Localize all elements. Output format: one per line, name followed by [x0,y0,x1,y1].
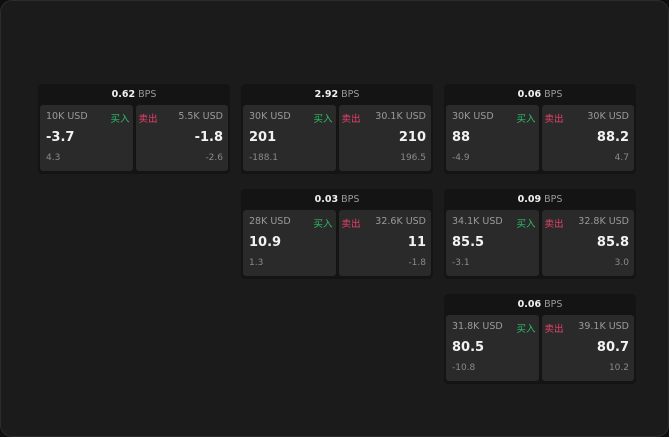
sell-price: 80.7 [596,340,629,355]
spread-header: 0.03 BPS [241,189,433,210]
sell-price: 11 [407,235,426,250]
sell-change: -2.6 [205,153,223,163]
sell-label: 卖出 [341,114,361,125]
buy-panel[interactable]: 10K USD 买入 -3.7 4.3 [40,105,133,171]
spread-header: 0.62 BPS [38,84,230,105]
buy-label: 买入 [516,324,536,335]
buy-change: -10.8 [452,363,476,373]
quote-card[interactable]: 0.03 BPS 28K USD 买入 10.9 1.3 卖出 32.6K US… [241,189,433,279]
sell-label: 卖出 [544,219,564,230]
sell-price: -1.8 [194,130,223,145]
quote-card[interactable]: 0.62 BPS 10K USD 买入 -3.7 4.3 卖出 5.5K USD… [38,84,230,174]
buy-change: 1.3 [249,258,264,268]
sell-panel[interactable]: 卖出 32.8K USD 85.8 3.0 [541,210,634,276]
buy-quantity: 34.1K USD [452,216,503,227]
buy-label: 买入 [313,114,333,125]
sell-panel[interactable]: 卖出 30.1K USD 210 196.5 [338,105,431,171]
spread-value: 0.62 [111,89,136,100]
sell-price: 210 [398,130,426,145]
spread-header: 2.92 BPS [241,84,433,105]
buy-change: -4.9 [452,153,470,163]
buy-price: 80.5 [452,340,485,355]
buy-price: 88 [452,130,471,145]
sell-quantity: 32.6K USD [375,216,426,227]
spread-unit: BPS [544,89,563,100]
buy-panel[interactable]: 31.8K USD 买入 80.5 -10.8 [446,315,539,381]
buy-price: 85.5 [452,235,485,250]
sell-price: 88.2 [596,130,629,145]
sell-quantity: 32.8K USD [578,216,629,227]
buy-panel[interactable]: 28K USD 买入 10.9 1.3 [243,210,336,276]
spread-value: 0.06 [517,299,542,310]
buy-quantity: 30K USD [249,111,291,122]
quote-card[interactable]: 0.06 BPS 31.8K USD 买入 80.5 -10.8 卖出 39.1… [444,294,636,384]
buy-quantity: 10K USD [46,111,88,122]
sell-price: 85.8 [596,235,629,250]
buy-change: -3.1 [452,258,470,268]
sell-label: 卖出 [544,324,564,335]
spread-unit: BPS [544,299,563,310]
sell-change: 4.7 [614,153,629,163]
sell-panel[interactable]: 卖出 39.1K USD 80.7 10.2 [541,315,634,381]
spread-value: 2.92 [314,89,339,100]
buy-label: 买入 [110,114,130,125]
sell-panel[interactable]: 卖出 32.6K USD 11 -1.8 [338,210,431,276]
buy-quantity: 28K USD [249,216,291,227]
spread-value: 0.09 [517,194,542,205]
buy-panel[interactable]: 30K USD 买入 88 -4.9 [446,105,539,171]
quote-card[interactable]: 0.06 BPS 30K USD 买入 88 -4.9 卖出 30K USD 8… [444,84,636,174]
spread-value: 0.06 [517,89,542,100]
sell-quantity: 39.1K USD [578,321,629,332]
sell-change: 3.0 [614,258,629,268]
spread-unit: BPS [341,89,360,100]
buy-price: 201 [249,130,277,145]
sell-label: 卖出 [138,114,158,125]
buy-price: 10.9 [249,235,282,250]
buy-change: 4.3 [46,153,61,163]
sell-change: 196.5 [400,153,426,163]
buy-label: 买入 [516,219,536,230]
sell-quantity: 30K USD [587,111,629,122]
spread-unit: BPS [544,194,563,205]
sell-quantity: 5.5K USD [178,111,223,122]
sell-label: 卖出 [544,114,564,125]
sell-quantity: 30.1K USD [375,111,426,122]
buy-price: -3.7 [46,130,75,145]
sell-label: 卖出 [341,219,361,230]
spread-header: 0.06 BPS [444,294,636,315]
buy-quantity: 30K USD [452,111,494,122]
spread-unit: BPS [341,194,360,205]
spread-header: 0.09 BPS [444,189,636,210]
spread-value: 0.03 [314,194,339,205]
buy-change: -188.1 [249,153,279,163]
spread-header: 0.06 BPS [444,84,636,105]
sell-change: -1.8 [408,258,426,268]
quote-card[interactable]: 2.92 BPS 30K USD 买入 201 -188.1 卖出 30.1K … [241,84,433,174]
spread-unit: BPS [138,89,157,100]
buy-label: 买入 [516,114,536,125]
sell-panel[interactable]: 卖出 30K USD 88.2 4.7 [541,105,634,171]
buy-label: 买入 [313,219,333,230]
quote-card[interactable]: 0.09 BPS 34.1K USD 买入 85.5 -3.1 卖出 32.8K… [444,189,636,279]
buy-quantity: 31.8K USD [452,321,503,332]
sell-change: 10.2 [608,363,629,373]
buy-panel[interactable]: 30K USD 买入 201 -188.1 [243,105,336,171]
sell-panel[interactable]: 卖出 5.5K USD -1.8 -2.6 [135,105,228,171]
buy-panel[interactable]: 34.1K USD 买入 85.5 -3.1 [446,210,539,276]
